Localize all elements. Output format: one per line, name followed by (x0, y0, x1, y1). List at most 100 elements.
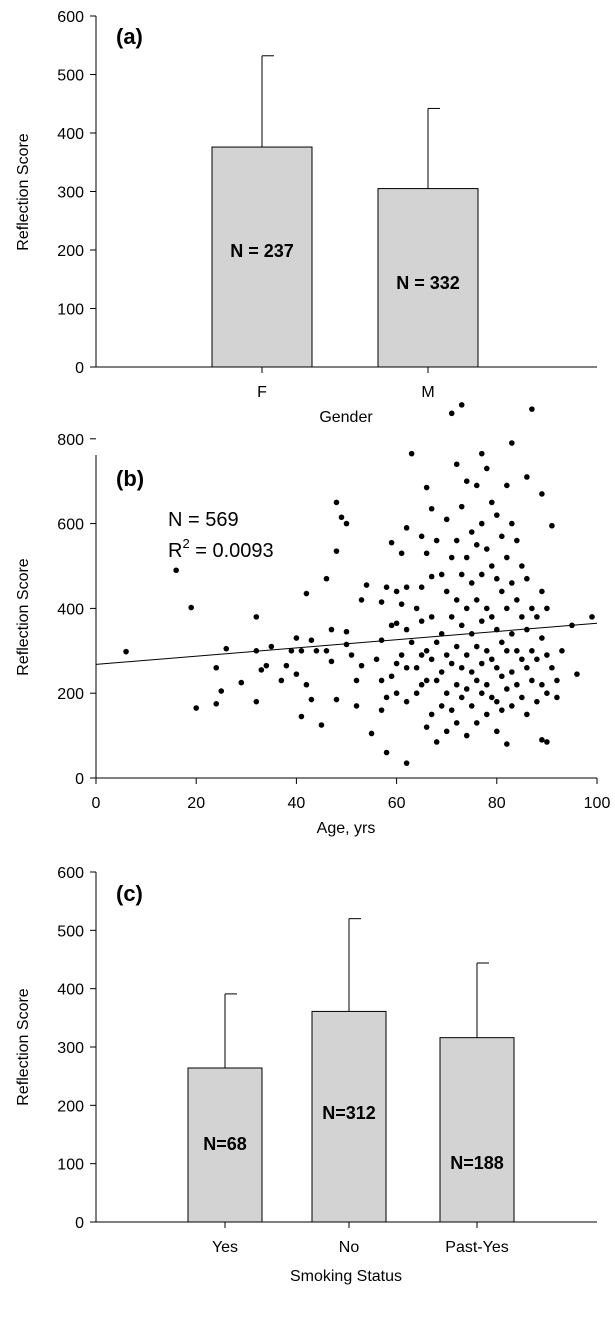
scatter-point (473, 482, 480, 489)
scatter-point (318, 722, 325, 728)
scatter-point (544, 690, 550, 696)
scatter-point (539, 635, 545, 641)
scatter-point (488, 614, 495, 620)
scatter-point (303, 681, 310, 688)
scatter-point (393, 588, 400, 595)
x-tick-label: M (421, 384, 434, 401)
scatter-point (403, 525, 410, 531)
scatter-point (398, 652, 405, 658)
scatter-point (213, 701, 220, 707)
scatter-point (438, 571, 445, 578)
scatter-point (173, 567, 179, 574)
y-tick-label: 600 (57, 865, 84, 882)
scatter-point (443, 728, 450, 735)
bar (439, 1037, 515, 1223)
scatter-point (438, 703, 445, 709)
scatter-point (263, 662, 270, 669)
scatter-point (539, 681, 545, 688)
scatter-point (253, 648, 260, 654)
scatter-point (499, 639, 505, 646)
y-tick-label: 400 (57, 982, 84, 999)
scatter-point (388, 673, 395, 680)
scatter-point (388, 622, 395, 629)
scatter-point (253, 698, 260, 705)
scatter-point (473, 542, 480, 548)
scatter-point (438, 631, 445, 637)
bar-n-label: N=188 (450, 1153, 504, 1173)
scatter-point (499, 707, 505, 713)
scatter-point (463, 732, 470, 739)
scatter-point (438, 669, 445, 675)
scatter-point (463, 554, 470, 561)
scatter-point (463, 478, 470, 485)
scatter-point (509, 520, 515, 527)
y-tick-label: 300 (57, 1040, 84, 1057)
scatter-point (213, 664, 220, 671)
y-tick-label: 800 (57, 432, 84, 449)
scatter-point (529, 677, 535, 684)
scatter-point (488, 656, 495, 663)
scatter-point (524, 711, 530, 718)
scatter-point (519, 614, 525, 620)
scatter-point (494, 626, 500, 633)
scatter-point (418, 681, 425, 688)
scatter-point (323, 575, 330, 582)
scatter-point (338, 514, 345, 521)
scatter-point (544, 652, 550, 658)
scatter-point (333, 499, 340, 506)
scatter-point (483, 465, 490, 472)
scatter-point (418, 584, 425, 590)
scatter-point (343, 520, 350, 527)
scatter-point (509, 580, 515, 586)
bar-n-label: N = 237 (230, 241, 294, 261)
scatter-point (353, 677, 360, 684)
scatter-point (519, 694, 525, 701)
scatter-point (378, 677, 385, 684)
scatter-point (499, 533, 505, 540)
scatter-point (504, 741, 510, 747)
scatter-point (514, 597, 520, 603)
scatter-point (463, 605, 470, 612)
x-tick-label: 0 (92, 795, 101, 812)
scatter-point (433, 739, 440, 745)
scatter-point (539, 491, 545, 497)
scatter-point (418, 618, 425, 624)
x-tick-label: 40 (288, 795, 306, 812)
scatter-point (418, 533, 425, 540)
panel-b-x-axis-title: Age, yrs (317, 820, 376, 837)
scatter-point (443, 690, 450, 696)
panel-b-label: (b) (116, 466, 144, 491)
scatter-point (483, 648, 490, 654)
scatter-point (403, 698, 410, 705)
x-tick-label: No (339, 1239, 360, 1256)
scatter-point (428, 573, 435, 580)
scatter-point (544, 739, 550, 745)
scatter-point (483, 711, 490, 718)
scatter-point (448, 410, 455, 417)
scatter-point (343, 628, 350, 635)
scatter-point (529, 406, 535, 412)
scatter-point (388, 539, 395, 546)
scatter-point (423, 724, 430, 730)
scatter-point (554, 677, 560, 684)
scatter-point (544, 605, 550, 612)
scatter-point (428, 505, 435, 512)
scatter-point (383, 749, 390, 756)
scatter-point (519, 563, 525, 569)
scatter-point (539, 737, 545, 743)
scatter-point (529, 605, 535, 612)
x-tick-label: 80 (488, 795, 506, 812)
scatter-point (539, 588, 545, 595)
scatter-point (443, 588, 450, 595)
panel-c-label: (c) (116, 881, 143, 906)
scatter-point (343, 641, 350, 648)
scatter-point (378, 637, 385, 643)
y-tick-label: 600 (57, 9, 84, 26)
scatter-point (504, 648, 510, 654)
scatter-point (303, 590, 310, 597)
scatter-point (554, 694, 560, 701)
scatter-point (413, 605, 420, 612)
x-tick-label: 60 (388, 795, 406, 812)
y-tick-label: 400 (57, 126, 84, 143)
panel-a-x-axis-title: Gender (319, 409, 373, 426)
